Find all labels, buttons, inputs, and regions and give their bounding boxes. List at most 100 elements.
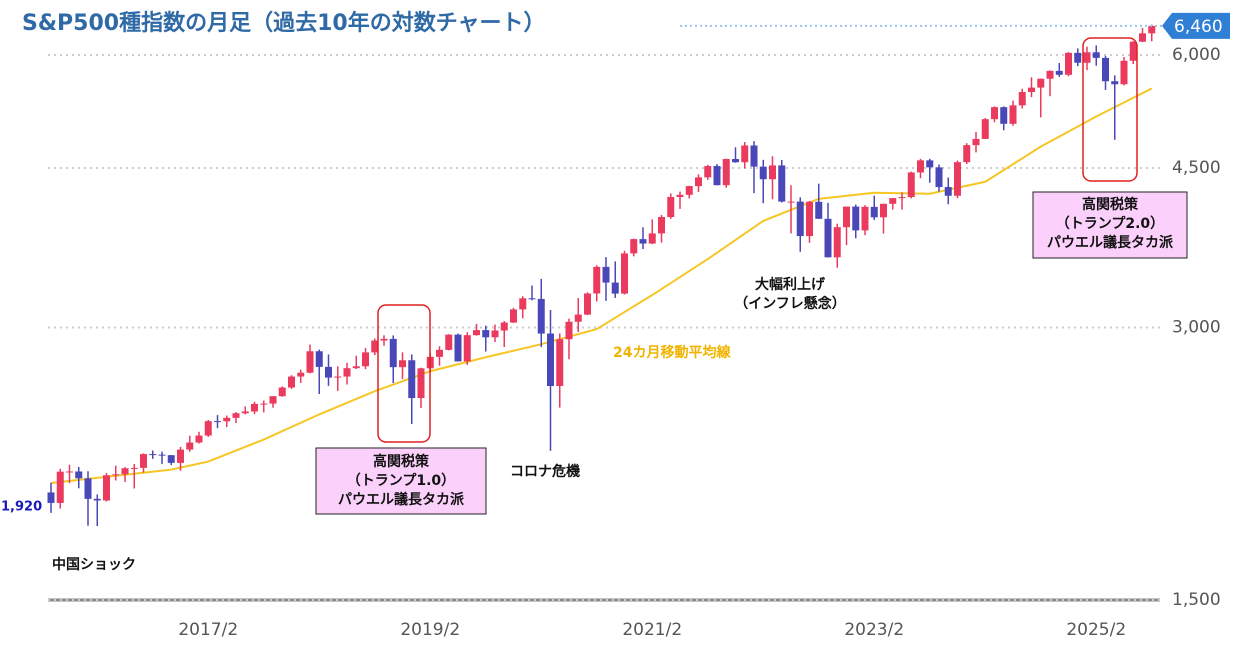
candle-body bbox=[981, 119, 989, 139]
annotation: 高関税策 bbox=[373, 453, 430, 470]
candle-body bbox=[963, 145, 971, 163]
candle-body bbox=[297, 372, 305, 377]
moving-average-label: 24カ月移動平均線 bbox=[613, 344, 731, 361]
candle-body bbox=[399, 360, 406, 368]
candle-body bbox=[861, 206, 869, 231]
y-tick-label: 4,500 bbox=[1172, 158, 1221, 178]
candle-body bbox=[482, 330, 490, 338]
candle-body bbox=[898, 197, 906, 199]
candle-body bbox=[843, 206, 850, 228]
candle-body bbox=[917, 160, 924, 173]
annotation-box bbox=[1032, 191, 1188, 259]
candle-body bbox=[806, 201, 813, 237]
candle-body bbox=[158, 454, 166, 456]
candle-body bbox=[130, 467, 138, 469]
candle-body bbox=[149, 454, 157, 456]
candle-body bbox=[1018, 92, 1026, 106]
candle-body bbox=[944, 187, 952, 196]
candle-body bbox=[371, 340, 379, 353]
candle-body bbox=[537, 298, 545, 334]
candle-body bbox=[140, 454, 147, 468]
highlight-box bbox=[1082, 37, 1138, 182]
candle-body bbox=[204, 421, 212, 436]
candle-body bbox=[574, 314, 582, 322]
candle-body bbox=[815, 201, 823, 219]
annotation: （トランプ1.0） bbox=[347, 473, 455, 489]
candle-body bbox=[66, 471, 73, 473]
candle-body bbox=[1074, 52, 1082, 63]
candle-body bbox=[621, 253, 628, 294]
x-tick-label: 2023/2 bbox=[844, 620, 904, 640]
candle-body bbox=[1111, 81, 1119, 85]
y-tick-label: 6,000 bbox=[1172, 45, 1221, 65]
candle-body bbox=[584, 293, 591, 315]
candle-body bbox=[491, 330, 499, 338]
annotation: コロナ危機 bbox=[510, 463, 580, 480]
candle-body bbox=[769, 165, 776, 180]
candle-body bbox=[1055, 70, 1063, 75]
candle-body bbox=[260, 403, 268, 405]
highlight-box bbox=[377, 304, 431, 443]
annotation: 大幅利上げ bbox=[755, 276, 826, 293]
annotation: 高関税策 bbox=[1082, 196, 1139, 213]
annotation: パウエル議長タカ派 bbox=[338, 491, 465, 508]
candle-body bbox=[463, 335, 471, 362]
candle-body bbox=[907, 172, 915, 198]
candle-body bbox=[241, 411, 249, 414]
candle-body bbox=[325, 366, 332, 378]
candle-body bbox=[1120, 60, 1128, 85]
candle-body bbox=[787, 201, 795, 203]
candle-body bbox=[500, 322, 508, 331]
candle-body bbox=[214, 421, 221, 423]
candle-body bbox=[713, 166, 721, 186]
y-tick-label: 3,000 bbox=[1172, 317, 1221, 337]
annotation: 中国ショック bbox=[52, 556, 136, 573]
candle-body bbox=[759, 166, 767, 180]
candle-body bbox=[232, 413, 240, 418]
candle-body bbox=[315, 351, 323, 367]
candle-body bbox=[954, 162, 961, 196]
candle-body bbox=[1102, 57, 1109, 82]
candle-body bbox=[889, 198, 897, 204]
candle-body bbox=[417, 368, 425, 399]
candle-body bbox=[352, 366, 360, 369]
x-tick-label: 2025/2 bbox=[1066, 620, 1126, 640]
candle-body bbox=[991, 107, 998, 120]
annotation: （インフレ懸念） bbox=[734, 295, 846, 312]
candle-body bbox=[648, 233, 656, 244]
candle-body bbox=[685, 186, 693, 195]
candle-body bbox=[195, 435, 203, 443]
candle-body bbox=[112, 474, 120, 476]
candle-body bbox=[1046, 70, 1054, 79]
candle-body bbox=[732, 158, 739, 163]
candle-body bbox=[278, 387, 286, 397]
candle-body bbox=[75, 471, 83, 479]
candle-body bbox=[473, 330, 480, 336]
chart-title: S&P500種指数の月足（過去10年の対数チャート） bbox=[22, 10, 545, 36]
candle-body bbox=[935, 167, 943, 188]
candle-body bbox=[408, 360, 416, 399]
candle-body bbox=[778, 165, 786, 202]
candle-body bbox=[547, 333, 554, 387]
candle-body bbox=[870, 206, 878, 218]
candle-body bbox=[93, 498, 101, 501]
candle-body bbox=[750, 145, 758, 167]
candle-body bbox=[824, 218, 832, 258]
candle-body bbox=[556, 339, 564, 387]
candle-body bbox=[722, 158, 730, 186]
candle-body bbox=[269, 396, 277, 404]
candle-body bbox=[1009, 105, 1017, 124]
candle-body bbox=[334, 376, 342, 378]
candle-body bbox=[528, 298, 536, 300]
candle-body bbox=[630, 239, 638, 254]
candle-body bbox=[56, 471, 64, 503]
candle-body bbox=[167, 455, 175, 463]
x-tick-label: 2017/2 bbox=[178, 620, 238, 640]
candle-body bbox=[880, 203, 887, 218]
candle-body bbox=[1028, 87, 1035, 93]
x-tick-label: 2021/2 bbox=[622, 620, 682, 640]
candle-body bbox=[223, 417, 231, 422]
candle-body bbox=[454, 334, 462, 362]
candle-body bbox=[47, 492, 55, 503]
candle-body bbox=[389, 338, 397, 368]
